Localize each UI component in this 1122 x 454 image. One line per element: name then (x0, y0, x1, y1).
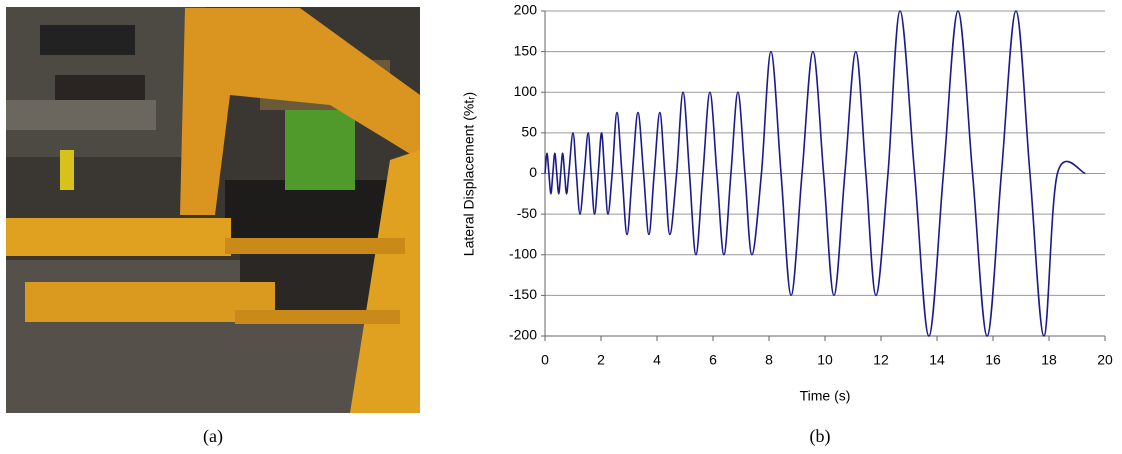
x-tick-label: 18 (1041, 352, 1057, 368)
x-tick-label: 12 (873, 352, 889, 368)
x-tick-label: 2 (597, 352, 605, 368)
y-tick-label: -50 (517, 205, 537, 221)
y-tick-label: 100 (514, 83, 538, 99)
x-tick-label: 14 (929, 352, 945, 368)
caption: (a) (203, 426, 223, 447)
y-axis-label: Lateral Displacement (%tᵣ) (461, 92, 477, 256)
x-tick-label: 8 (765, 352, 773, 368)
y-tick-label: 50 (521, 124, 537, 140)
y-tick-label: 0 (529, 164, 537, 180)
x-tick-label: 20 (1097, 352, 1113, 368)
x-axis-label: Time (s) (800, 388, 851, 404)
caption: (b) (810, 426, 831, 447)
x-tick-label: 6 (709, 352, 717, 368)
y-tick-label: 200 (514, 2, 538, 18)
y-tick-label: -100 (509, 245, 537, 261)
x-tick-label: 16 (985, 352, 1001, 368)
y-tick-label: -200 (509, 327, 537, 343)
x-tick-label: 4 (653, 352, 661, 368)
photo (6, 7, 420, 413)
x-tick-label: 0 (541, 352, 549, 368)
y-tick-label: 150 (514, 42, 538, 58)
y-tick-label: -150 (509, 286, 537, 302)
x-tick-label: 10 (817, 352, 833, 368)
data-line (544, 10, 1086, 337)
